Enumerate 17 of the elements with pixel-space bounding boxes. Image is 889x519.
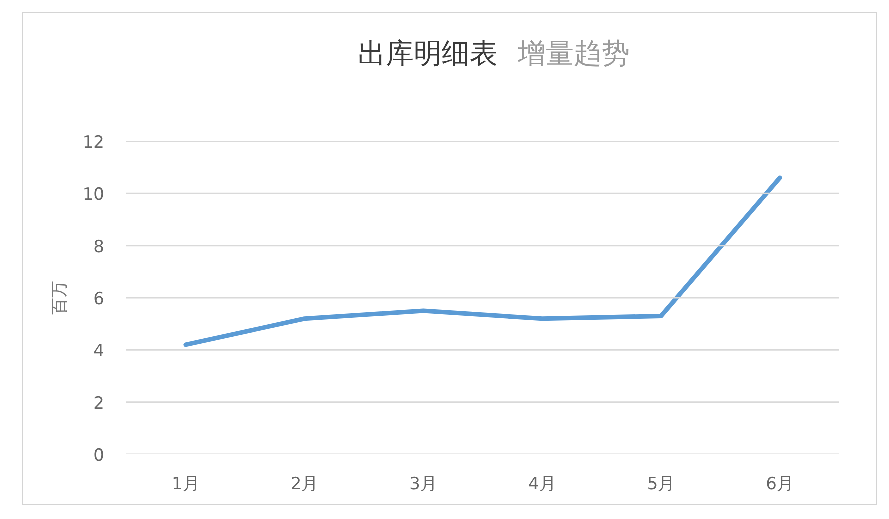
y-tick-label: 2 xyxy=(94,394,105,414)
x-tick-label: 6月 xyxy=(766,474,794,494)
x-tick-label: 5月 xyxy=(647,474,676,494)
x-tick-label: 3月 xyxy=(410,474,438,494)
chart-subtitle: 增量趋势 xyxy=(518,37,630,70)
y-tick-label: 8 xyxy=(94,237,105,258)
y-tick-label: 0 xyxy=(94,446,105,466)
x-tick-label: 1月 xyxy=(172,474,200,494)
x-tick-label: 4月 xyxy=(528,474,556,494)
chart-title: 出库明细表 xyxy=(358,37,498,70)
y-tick-label: 4 xyxy=(94,342,105,362)
line-series xyxy=(184,176,782,348)
y-tick-label: 6 xyxy=(94,290,105,310)
y-tick-label: 10 xyxy=(82,185,105,206)
x-tick-label: 2月 xyxy=(290,474,319,494)
y-axis-title: 百万 xyxy=(50,281,70,315)
y-tick-label: 12 xyxy=(82,133,105,153)
